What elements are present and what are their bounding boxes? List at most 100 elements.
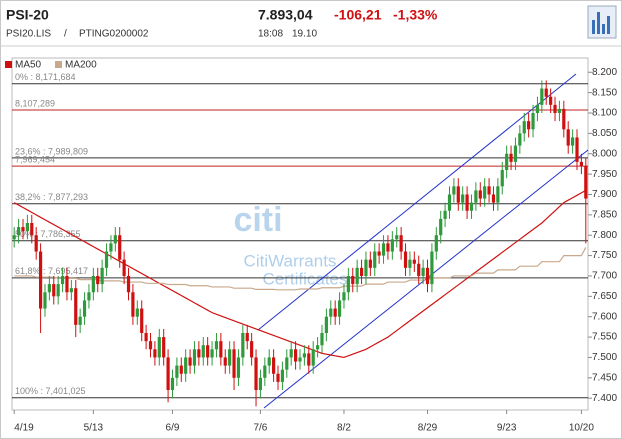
candle-body (571, 137, 575, 146)
candle-body (192, 349, 197, 366)
candle-body (487, 186, 491, 195)
candle-body (175, 365, 179, 378)
candle-body (390, 239, 394, 252)
candle-body (25, 223, 29, 232)
candle-body (294, 349, 298, 362)
candle-body (351, 275, 355, 285)
candle-body (522, 121, 526, 134)
candle-body (166, 357, 170, 391)
x-tick-label: 10/20 (569, 423, 594, 434)
candle-body (122, 259, 126, 276)
candle-body (289, 349, 293, 358)
candle-body (483, 186, 487, 199)
candle-body (21, 227, 25, 232)
candle-body (47, 284, 51, 293)
candle-body (373, 251, 377, 268)
y-tick-label: 7.900 (592, 189, 617, 200)
candle-body (82, 300, 87, 317)
candle-body (245, 333, 249, 342)
ma-line (14, 247, 587, 291)
candle-body (434, 235, 438, 252)
candle-body (113, 235, 117, 244)
candle-body (126, 275, 131, 293)
price-line-label: 8,107,289 (15, 98, 55, 108)
candle-body (148, 341, 153, 350)
candle-body (544, 88, 548, 97)
candle-body (170, 377, 175, 391)
candle-body (469, 202, 474, 211)
candle-body (562, 108, 566, 130)
candle-body (540, 88, 544, 105)
candle-body (381, 243, 386, 256)
legend-label: MA50 (15, 60, 42, 71)
watermark: citi (233, 201, 282, 239)
y-tick-label: 7.800 (592, 230, 617, 241)
candle-body (109, 243, 113, 252)
candle-body (557, 108, 562, 113)
candle-body (131, 292, 135, 317)
candle-body (403, 251, 408, 268)
candle-body (162, 337, 166, 358)
candle-body (513, 145, 518, 162)
candle-body (505, 153, 509, 171)
symbol: PSI20.LIS (6, 29, 51, 40)
candle-body (575, 137, 579, 162)
chart-icon[interactable] (587, 5, 617, 39)
candle-body (535, 104, 540, 113)
candle-body (280, 369, 285, 382)
candle-body (65, 275, 69, 293)
candle-body (491, 194, 496, 203)
x-tick-label: 9/23 (497, 423, 517, 434)
candle-body (355, 267, 359, 285)
candle-body (157, 337, 161, 358)
candle-body (320, 333, 324, 346)
candle-body (16, 227, 21, 236)
level-label: 100% : 7,401,025 (15, 386, 86, 396)
candle-body (417, 263, 421, 276)
candle-body (228, 349, 232, 366)
y-tick-label: 7.950 (592, 169, 617, 180)
change: -106,21 (334, 7, 382, 23)
candle-body (74, 288, 78, 325)
y-tick-label: 8.050 (592, 128, 617, 139)
separator: / (64, 29, 67, 40)
candle-body (315, 345, 320, 350)
candle-body (219, 341, 223, 358)
candle-body (241, 333, 245, 358)
candle-body (364, 259, 368, 276)
candle-body (333, 308, 337, 317)
x-tick-label: 8/29 (418, 423, 438, 434)
candle-body (408, 259, 412, 268)
candle-body (56, 284, 60, 297)
candle-body (38, 251, 43, 309)
candle-body (346, 275, 350, 293)
candle-body (368, 259, 372, 268)
candle-body (452, 186, 456, 195)
candle-body (439, 218, 443, 236)
watermark: CitiWarrants (244, 251, 337, 270)
candle-body (579, 161, 584, 166)
candle-body (478, 190, 482, 199)
candle-body (96, 275, 100, 285)
candle-body (359, 267, 364, 276)
candle-body (272, 357, 276, 374)
y-tick-label: 7.650 (592, 291, 617, 302)
candle-body (324, 316, 328, 333)
candle-body (465, 194, 469, 211)
time: 18:08 (258, 29, 283, 40)
y-tick-label: 7.400 (592, 393, 617, 404)
candle-body (100, 267, 104, 285)
candle-body (395, 235, 399, 240)
candle-body (140, 308, 144, 333)
candle-body (43, 292, 47, 309)
candle-body (509, 153, 513, 162)
candle-body (30, 223, 34, 236)
icon-bar (602, 24, 605, 34)
y-tick-label: 8.100 (592, 108, 617, 119)
candle-body (386, 243, 390, 252)
price-line-label: 7,969,454 (15, 155, 55, 165)
candle-body (201, 345, 205, 358)
candle-body (285, 357, 289, 370)
